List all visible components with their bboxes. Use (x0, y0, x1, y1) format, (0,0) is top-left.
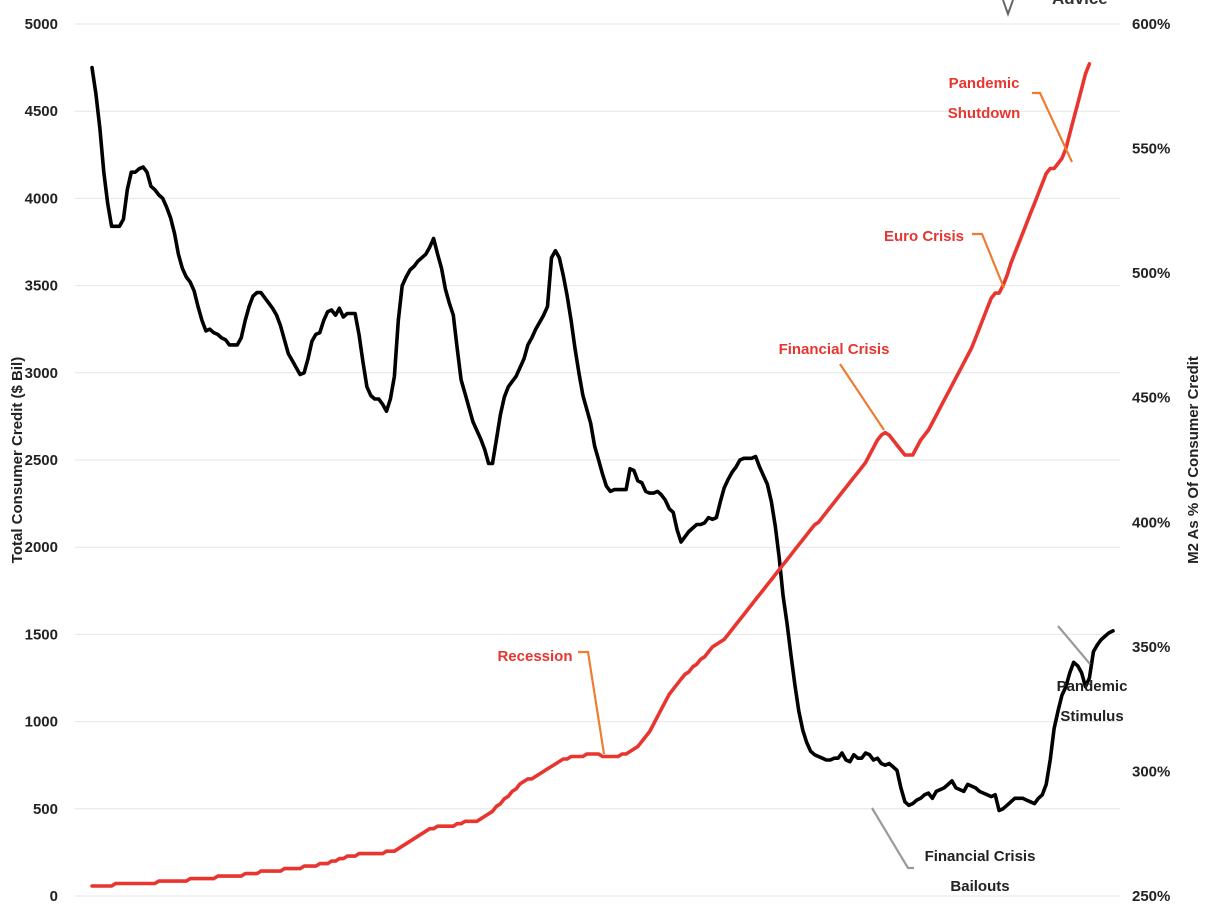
annotation-leader (1032, 91, 1073, 163)
annotation-label: Recession (497, 648, 572, 665)
left-axis-title: Total Consumer Credit ($ Bil) (9, 357, 26, 563)
annotation-label: Pandemic (1057, 678, 1128, 695)
left-tick-label: 3000 (25, 365, 58, 382)
left-tick-label: 4500 (25, 103, 58, 120)
left-tick-label: 2500 (25, 452, 58, 469)
annotation-leader (839, 363, 885, 431)
right-tick-label: 500% (1132, 265, 1170, 282)
right-axis-title: M2 As % Of Consumer Credit (1185, 356, 1202, 564)
annotation-label: Stimulus (1060, 708, 1123, 725)
annotation-label: Financial Crisis (779, 341, 890, 358)
right-tick-label: 400% (1132, 514, 1170, 531)
left-tick-label: 500 (33, 801, 58, 818)
annotation-leader (871, 807, 914, 870)
logo-icon (1002, 0, 1014, 17)
left-tick-label: 1500 (25, 626, 58, 643)
right-tick-label: 350% (1132, 639, 1170, 656)
annotation-label: Pandemic (949, 75, 1020, 92)
annotation-label: Shutdown (948, 105, 1020, 122)
series-group (90, 62, 1115, 888)
annotation-label: Euro Crisis (884, 228, 964, 245)
annotation-leader (1057, 625, 1091, 665)
logo-text: Advice (1052, 0, 1108, 8)
right-axis-ticks: 250% 300% 350% 400% 450% 500% 550% 600% (1132, 16, 1170, 905)
right-tick-label: 450% (1132, 390, 1170, 407)
right-tick-label: 250% (1132, 888, 1170, 905)
annotations-group: Pandemic Shutdown Euro Crisis Financial Cri… (497, 75, 1127, 895)
right-tick-label: 300% (1132, 763, 1170, 780)
left-tick-label: 2000 (25, 539, 58, 556)
m2-ratio-line (90, 62, 1092, 888)
annotation-label: Financial Crisis (925, 848, 1036, 865)
left-tick-label: 3500 (25, 278, 58, 295)
logo: Advice (1002, 0, 1108, 17)
right-tick-label: 550% (1132, 141, 1170, 158)
left-tick-label: 5000 (25, 16, 58, 33)
right-tick-label: 600% (1132, 16, 1170, 33)
left-tick-label: 0 (50, 888, 58, 905)
consumer-credit-line (90, 65, 1115, 813)
left-tick-label: 4000 (25, 190, 58, 207)
annotation-leader (972, 232, 1006, 289)
annotation-leader (578, 650, 606, 755)
annotation-label: Bailouts (950, 878, 1009, 895)
left-axis-ticks: 0 500 1000 1500 2000 2500 3000 3500 4000 4500 5000 (25, 16, 58, 905)
left-tick-label: 1000 (25, 714, 58, 731)
